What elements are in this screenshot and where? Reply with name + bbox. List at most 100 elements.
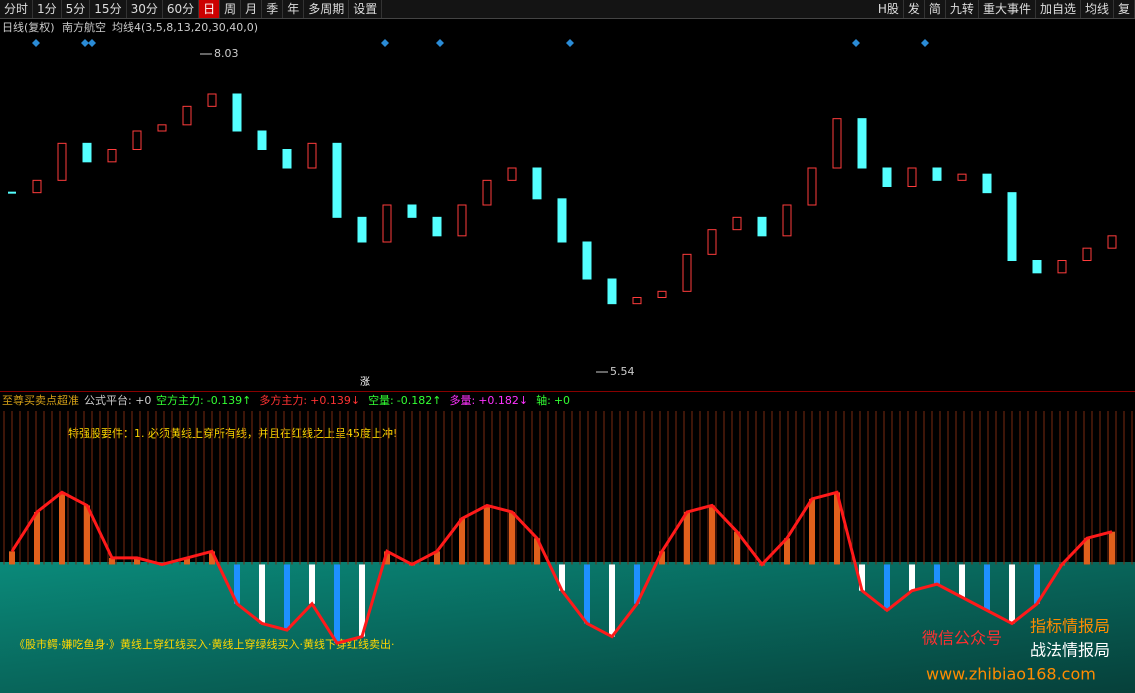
indicator-bar (84, 505, 90, 565)
indicator-bar (634, 564, 640, 604)
toolbar-button[interactable]: 九转 (946, 0, 979, 18)
chart: 日线(复权) 南方航空 均线4(3,5,8,13,20,30,40,0) 8.0… (0, 20, 1135, 693)
candle (807, 167, 817, 206)
candle (732, 216, 742, 231)
indicator-bar (59, 492, 65, 565)
toolbar-button[interactable]: 1分 (33, 0, 62, 18)
candle (357, 216, 367, 243)
toolbar-button[interactable]: 日 (199, 0, 221, 18)
indicator-bar (559, 564, 565, 591)
signal-diamonds (32, 39, 929, 47)
low-label: 5.54 (610, 365, 635, 378)
candle (532, 167, 542, 200)
indicator-bar (809, 498, 815, 565)
toolbar-button[interactable]: 季 (262, 0, 284, 18)
indicator-bar (784, 538, 790, 565)
indicator-bar (984, 564, 990, 611)
indicator-bar (684, 511, 690, 565)
toolbar-left: 分时 1分 5分 15分 30分 60分日周月季年多周期 设置 (0, 0, 383, 18)
candle (232, 93, 242, 132)
indicator-item-value: +0 (554, 394, 570, 407)
high-label: 8.03 (214, 47, 239, 60)
indicator-item-label: 多量: (449, 393, 475, 407)
candle (1007, 192, 1017, 262)
indicator-bar (959, 564, 965, 598)
indicator-bar (1109, 531, 1115, 565)
wm-line1: 指标情报局 (1030, 617, 1110, 636)
stock-name: 南方航空 (62, 20, 106, 34)
candle (457, 204, 467, 237)
indicator-bar (709, 505, 715, 565)
wm-line2: 战法情报局 (1030, 641, 1110, 660)
ma-label: 均线4(3,5,8,13,20,30,40,0) (112, 20, 258, 34)
indicator-bar (259, 564, 265, 624)
toolbar-button[interactable]: 加自选 (1036, 0, 1081, 18)
toolbar-button[interactable]: 重大事件 (979, 0, 1036, 18)
indicator-bar (659, 551, 665, 565)
toolbar-button[interactable]: 年 (283, 0, 305, 18)
candle (657, 290, 667, 299)
candle (482, 179, 492, 206)
indicator-bar (284, 564, 290, 631)
footer: 《股市鳄·嫌吃鱼身·》黄线上穿红线买入·黄线上穿绿线买入·黄线下穿红线卖出· (14, 637, 394, 651)
candle (557, 198, 567, 243)
toolbar-button[interactable]: 均线 (1081, 0, 1114, 18)
note: 特强股要件：1. 必须黄线上穿所有线，并且在红线之上呈45度上冲! (68, 426, 397, 440)
candle (782, 204, 792, 237)
indicator-bar (934, 564, 940, 585)
candle (832, 118, 842, 169)
candle (257, 130, 267, 150)
toolbar-button[interactable]: 简 (925, 0, 946, 18)
candle (932, 167, 942, 181)
indicator-bar (609, 564, 615, 637)
toolbar-button[interactable]: 5分 (62, 0, 91, 18)
indicator-bar (1009, 564, 1015, 624)
toolbar-button[interactable]: 月 (241, 0, 263, 18)
candle (882, 167, 892, 187)
toolbar-button[interactable]: 分时 (0, 0, 34, 18)
toolbar-button[interactable]: 设置 (349, 0, 383, 18)
indicator-bar (184, 557, 190, 565)
indicator-bar (209, 551, 215, 565)
candle (382, 204, 392, 243)
toolbar-button[interactable]: 发 (904, 0, 925, 18)
indicator-item-value: +0.182↓ (478, 394, 528, 407)
indicator-bar (484, 505, 490, 565)
candle (57, 142, 67, 181)
toolbar-right: H股发简九转 重大事件 加自选 均线复 (874, 0, 1135, 18)
toolbar-button[interactable]: 60分 (163, 0, 200, 18)
toolbar-button[interactable]: 复 (1114, 0, 1135, 18)
wm-url: www.zhibiao168.com (926, 665, 1096, 684)
toolbar-button[interactable]: H股 (874, 0, 904, 18)
wm-wechat: 微信公众号 (922, 629, 1002, 648)
indicator-bar (359, 564, 365, 637)
indicator-bar (884, 564, 890, 611)
indicator-bar (9, 551, 15, 565)
candle (157, 124, 167, 132)
indicator-item-label: 轴: (536, 393, 551, 407)
lower-background (0, 562, 1135, 693)
indicator-bar (834, 492, 840, 565)
toolbar-button[interactable]: 多周期 (304, 0, 350, 18)
candle (582, 241, 592, 280)
candle (682, 253, 692, 292)
candle (1032, 260, 1042, 274)
indicator-bar (1084, 538, 1090, 565)
toolbar-button[interactable]: 15分 (90, 0, 127, 18)
candle (332, 142, 342, 218)
candle (757, 216, 767, 237)
toolbar-button[interactable]: 30分 (127, 0, 163, 18)
candle (82, 142, 92, 163)
indicator-item-label: 空方主力: (156, 393, 204, 407)
platform: 公式平台: +0 (84, 393, 151, 407)
candle (307, 142, 317, 169)
indicator-item-label: 空量: (368, 393, 394, 407)
candle (32, 179, 42, 194)
indicator-bar (334, 564, 340, 644)
candle (282, 149, 292, 169)
toolbar-button[interactable]: 周 (220, 0, 242, 18)
candle (957, 173, 967, 181)
indicator-bar (909, 564, 915, 591)
candle (407, 204, 417, 218)
